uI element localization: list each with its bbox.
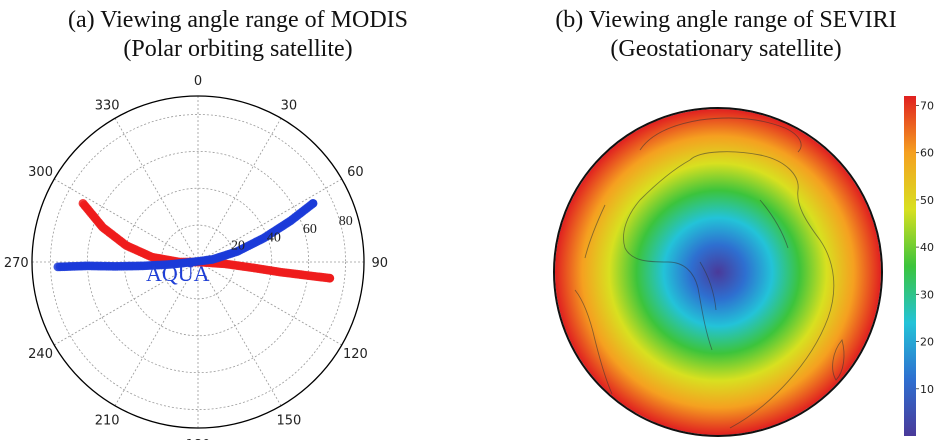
polar-radius-tick: 40 (267, 230, 281, 245)
disk-angle-fill (555, 109, 881, 435)
polar-radial-labels: 20 40 60 80 (231, 214, 353, 254)
panel-b-title-line1: (b) Viewing angle range of SEVIRI (555, 7, 897, 33)
polar-angle-tick: 30 (281, 99, 298, 114)
polar-angle-tick: 90 (371, 256, 388, 271)
polar-angle-tick: 180 (186, 438, 211, 440)
colorbar-tick-label: 50 (920, 194, 934, 207)
polar-radius-tick: 20 (231, 239, 245, 254)
colorbar-ticks: 10 20 30 40 50 60 70 (916, 99, 934, 396)
polar-series-1 (53, 198, 318, 272)
polar-grid-circle (86, 150, 310, 374)
polar-angle-tick: 270 (4, 256, 29, 271)
polar-angle-tick: 240 (28, 347, 53, 362)
panel-a-title-line1: (a) Viewing angle range of MODIS (67, 7, 409, 33)
polar-plot: 0 30 60 90 120 150 180 210 240 270 300 330 20 40 60 80… (4, 74, 388, 440)
disk-frame (553, 107, 883, 437)
panel-b-title: (b) Viewing angle range of SEVIRI (Geost… (500, 6, 952, 64)
polar-angle-tick: 150 (276, 413, 301, 428)
polar-angle-tick: 120 (343, 347, 368, 362)
polar-angular-labels: 0 30 60 90 120 150 180 210 240 270 300 330 (4, 74, 388, 440)
polar-angle-tick: 210 (95, 413, 120, 428)
colorbar-tick-label: 70 (920, 99, 934, 112)
colorbar: 10 20 30 40 50 60 70 (904, 96, 934, 436)
polar-grid-circle (50, 114, 346, 410)
polar-radius-tick: 60 (303, 222, 317, 237)
colorbar-tick-label: 30 (920, 288, 934, 301)
polar-angle-tick: 300 (28, 165, 53, 180)
polar-angle-tick: 60 (347, 165, 364, 180)
colorbar-tick-label: 60 (920, 147, 934, 160)
colorbar-tick-label: 40 (920, 241, 934, 254)
polar-angle-tick: 330 (95, 99, 120, 114)
polar-frame (31, 95, 365, 429)
polar-radius-tick: 80 (339, 214, 353, 229)
colorbar-tick-label: 10 (920, 383, 934, 396)
colorbar-tick-label: 20 (920, 336, 934, 349)
panel-a-title: (a) Viewing angle range of MODIS (Polar … (0, 6, 476, 64)
polar-point (308, 198, 318, 208)
panel-b-title-line2: (Geostationary satellite) (610, 36, 842, 62)
polar-point (325, 273, 335, 283)
polar-series (53, 198, 335, 283)
polar-angle-tick: 0 (194, 74, 202, 89)
coastlines (574, 117, 845, 429)
aqua-label: AQUA (146, 261, 210, 286)
panel-a-title-line2: (Polar orbiting satellite) (123, 36, 353, 62)
colorbar-bar (904, 96, 916, 436)
seviri-full-disk (553, 107, 883, 437)
